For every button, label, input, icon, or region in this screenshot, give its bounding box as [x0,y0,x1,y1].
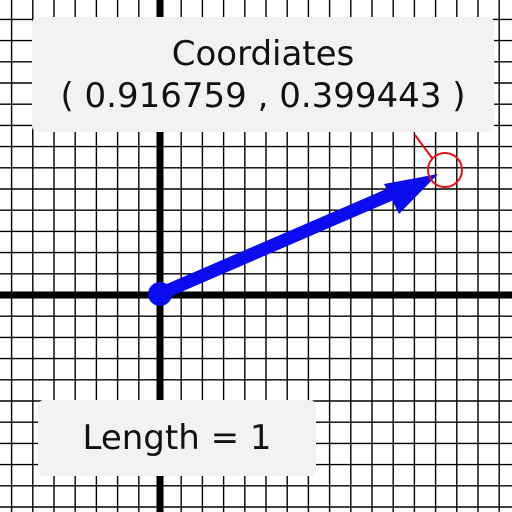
drag-handle-circle[interactable] [427,152,463,188]
coordinates-title: Coordiates [171,33,355,74]
coordinates-separator: , [246,75,280,116]
coordinates-box: Coordiates ( 0.916759 , 0.399443 ) [32,17,494,132]
coordinates-values: ( 0.916759 , 0.399443 ) [60,75,465,117]
vector-arrowhead-icon [384,174,438,214]
length-value: 1 [249,418,272,458]
coordinate-x-value: 0.916759 [84,75,247,116]
length-box: Length = 1 [38,400,316,476]
coordinates-open-paren: ( [60,75,85,116]
coordinates-close-paren: ) [441,75,466,116]
origin-dot [148,282,172,306]
length-equals: = [199,418,250,458]
coordinate-y-value: 0.399443 [279,75,442,116]
handle-tail-line [414,134,433,159]
length-label: Length [82,418,200,458]
vector-arrow [153,184,405,301]
